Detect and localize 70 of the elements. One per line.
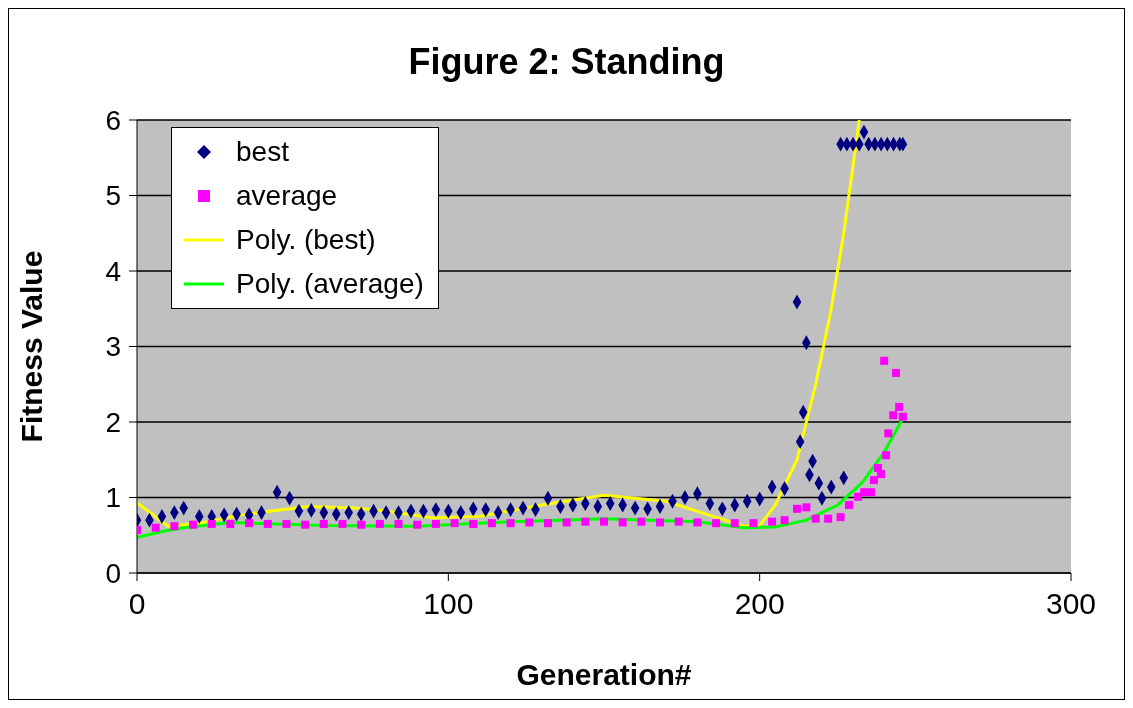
point xyxy=(375,519,384,528)
point xyxy=(338,519,347,528)
point xyxy=(543,519,552,528)
point xyxy=(226,519,235,528)
point xyxy=(811,514,820,523)
point xyxy=(802,503,811,512)
point xyxy=(469,519,478,528)
x-axis-title: Generation# xyxy=(516,658,692,691)
point xyxy=(618,518,627,527)
point xyxy=(768,517,777,526)
point xyxy=(600,517,608,526)
point xyxy=(730,519,739,528)
point xyxy=(869,476,878,485)
y-tick-label: 1 xyxy=(105,482,121,514)
point xyxy=(854,492,863,501)
point xyxy=(793,504,802,513)
y-tick-label: 2 xyxy=(105,406,121,438)
point xyxy=(170,522,179,531)
point xyxy=(824,514,833,523)
x-tick-label: 0 xyxy=(128,587,146,621)
legend-label: best xyxy=(236,135,289,169)
point xyxy=(413,520,422,529)
y-tick-label: 6 xyxy=(105,104,121,136)
point xyxy=(712,519,721,528)
point xyxy=(562,518,571,527)
point xyxy=(656,518,665,527)
x-tick-label: 200 xyxy=(734,587,785,621)
x-tick-label: 300 xyxy=(1045,587,1097,621)
point xyxy=(898,412,907,421)
point xyxy=(884,429,893,438)
point xyxy=(189,520,198,529)
y-tick-label: 5 xyxy=(105,180,121,212)
point xyxy=(301,520,310,529)
point xyxy=(749,519,758,528)
point xyxy=(357,520,366,529)
point xyxy=(450,519,459,528)
point xyxy=(637,517,646,526)
point xyxy=(880,356,889,365)
point xyxy=(525,518,534,527)
chart-title: Figure 2: Standing xyxy=(407,41,726,83)
legend-label: average xyxy=(236,179,338,213)
point xyxy=(867,488,876,497)
point xyxy=(282,519,291,528)
point xyxy=(394,519,403,528)
point xyxy=(836,513,845,522)
point xyxy=(674,517,683,526)
point xyxy=(319,519,328,528)
legend-label: Poly. (best) xyxy=(236,223,376,257)
point xyxy=(889,411,898,420)
point xyxy=(895,402,904,411)
point xyxy=(693,518,702,527)
point xyxy=(892,368,901,377)
y-tick-label: 4 xyxy=(105,255,121,287)
point xyxy=(431,519,440,528)
point xyxy=(780,516,789,525)
point xyxy=(581,517,590,526)
legend-label: Poly. (average) xyxy=(236,267,424,301)
y-tick-label: 0 xyxy=(105,557,121,589)
x-tick-label: 100 xyxy=(423,587,474,621)
point xyxy=(263,519,272,528)
y-tick-label: 3 xyxy=(105,331,121,363)
point xyxy=(151,523,160,532)
point xyxy=(877,470,886,479)
point xyxy=(845,501,854,510)
point xyxy=(506,519,515,528)
y-axis-title: Fitness Value xyxy=(14,250,48,443)
point xyxy=(487,519,496,528)
point xyxy=(882,451,891,460)
point xyxy=(207,519,216,528)
point xyxy=(245,519,254,528)
